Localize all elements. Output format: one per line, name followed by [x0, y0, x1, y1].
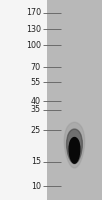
Text: 10: 10: [31, 182, 41, 191]
Ellipse shape: [64, 122, 85, 168]
Text: 100: 100: [26, 41, 41, 50]
Ellipse shape: [69, 138, 80, 163]
Bar: [0, 0, 47, 200]
Text: 40: 40: [31, 97, 41, 106]
Ellipse shape: [67, 129, 82, 164]
Text: 35: 35: [31, 105, 41, 114]
Text: 70: 70: [31, 63, 41, 72]
Text: 25: 25: [31, 126, 41, 135]
Ellipse shape: [71, 145, 78, 160]
Bar: [47, 0, 102, 200]
Text: 55: 55: [31, 78, 41, 87]
Text: 170: 170: [26, 8, 41, 17]
Text: 15: 15: [31, 157, 41, 166]
Text: 130: 130: [26, 25, 41, 34]
